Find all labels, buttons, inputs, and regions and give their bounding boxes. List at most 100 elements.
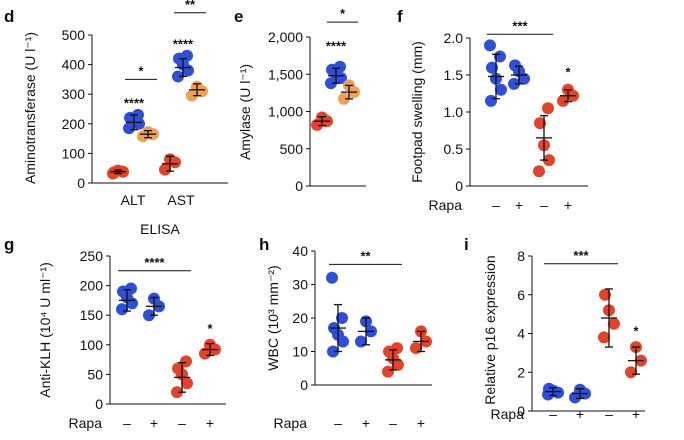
rapa-label: Rapa (274, 415, 308, 431)
x-treatment-label: – (605, 406, 613, 422)
significance-stars: **** (173, 36, 194, 51)
y-tick-label: 20 (292, 310, 308, 326)
y-tick-label: 0 (300, 377, 308, 393)
data-point (608, 317, 620, 330)
significance-stars: ** (360, 248, 371, 263)
data-point (181, 377, 193, 390)
data-point (334, 60, 346, 73)
data-point (199, 347, 211, 360)
significance-stars: ** (185, 0, 196, 12)
x-treatment-label: + (150, 415, 158, 431)
y-tick-label: 1,000 (268, 104, 303, 120)
panel-f: f 0 0.5 1.0 1.5 2.0 Footpad swelling (mm)Rapa –… (397, 7, 588, 213)
y-tick-label: 500 (280, 141, 304, 157)
y-tick-label: 0 (77, 175, 85, 191)
rapa-label: Rapa (69, 415, 103, 431)
y-tick-label: 0 (95, 396, 103, 412)
data-point (172, 362, 184, 375)
y-tick-label: 2,000 (268, 29, 303, 45)
data-point (542, 102, 554, 115)
data-point (325, 77, 337, 90)
y-tick-label: 100 (80, 337, 104, 353)
y-tick-label: 30 (292, 277, 308, 293)
data-point (336, 312, 348, 324)
y-tick-label: 0.5 (444, 141, 464, 157)
data-point (410, 342, 422, 355)
y-axis-label: Aminotransferase (U l⁻¹) (22, 32, 38, 184)
panel-g: g 0 50 100 150 200 250 Anti-KLH (10⁴ U ml⁻¹) ELI… (4, 221, 226, 431)
y-tick-label: 1,500 (268, 66, 303, 82)
y-tick-label: 200 (80, 278, 104, 294)
x-treatment-label: – (123, 415, 131, 431)
data-point (509, 59, 521, 72)
y-tick-label: 0 (517, 403, 525, 419)
x-category-label: ALT (121, 192, 146, 208)
data-point (543, 154, 555, 167)
x-treatment-label: + (576, 406, 584, 422)
data-point (598, 331, 610, 344)
panel-d: d 0 100 200 300 400 500 Aminotransferase (U l⁻¹… (4, 0, 228, 208)
data-point (171, 386, 183, 399)
data-point (495, 83, 507, 96)
data-point (534, 117, 546, 130)
x-treatment-label: – (549, 406, 557, 422)
panel-letter: d (4, 7, 14, 26)
rapa-label: Rapa (429, 197, 463, 213)
y-axis-label: Anti-KLH (10⁴ U ml⁻¹) (37, 262, 53, 398)
panel-letter: e (234, 7, 243, 26)
significance-stars: **** (124, 96, 145, 111)
data-point (180, 355, 192, 368)
y-tick-label: 2 (517, 364, 525, 380)
x-treatment-label: + (632, 406, 640, 422)
data-point (625, 366, 637, 379)
y-tick-label: 500 (62, 27, 86, 43)
x-treatment-label: – (389, 415, 397, 431)
data-point (508, 77, 520, 90)
data-point (125, 282, 137, 295)
y-axis-label: Amylase (U l⁻¹) (237, 64, 253, 160)
significance-stars: *** (573, 248, 589, 263)
data-point (494, 50, 506, 63)
data-point (599, 288, 611, 301)
y-tick-label: 2.0 (444, 30, 464, 46)
panel-letter: i (464, 235, 469, 254)
rapa-label: Rapa (491, 406, 525, 422)
y-tick-label: 0 (295, 178, 303, 194)
panel-letter: h (259, 235, 269, 254)
significance-stars: * (633, 323, 639, 338)
data-point (116, 303, 128, 316)
y-axis-label: Footpad swelling (mm) (409, 41, 425, 183)
data-point (391, 342, 403, 355)
x-treatment-label: – (492, 197, 500, 213)
y-tick-label: 150 (80, 307, 104, 323)
x-treatment-label: + (564, 197, 572, 213)
chart-title: ELISA (140, 221, 180, 237)
x-treatment-label: + (206, 415, 214, 431)
panel-letter: g (4, 235, 14, 254)
x-category-label: AST (167, 192, 195, 208)
y-tick-label: 200 (62, 116, 86, 132)
y-axis-label: WBC (10³ mm⁻²) (265, 265, 281, 370)
y-tick-label: 10 (292, 344, 308, 360)
y-tick-label: 4 (517, 326, 525, 342)
y-tick-label: 1.0 (444, 104, 464, 120)
data-point (186, 89, 198, 102)
y-tick-label: 400 (62, 57, 86, 73)
significance-stars: **** (326, 38, 347, 53)
significance-stars: * (565, 64, 571, 79)
x-treatment-label: – (178, 415, 186, 431)
significance-stars: * (207, 321, 213, 336)
data-point (484, 39, 496, 52)
y-tick-label: 8 (517, 248, 525, 264)
data-point (338, 92, 350, 105)
y-tick-label: 300 (62, 86, 86, 102)
y-tick-label: 50 (87, 366, 103, 382)
x-treatment-label: + (515, 197, 523, 213)
data-point (533, 165, 545, 178)
significance-stars: **** (144, 255, 165, 270)
data-point (327, 345, 339, 358)
data-point (486, 61, 498, 74)
data-point (557, 94, 569, 107)
panel-letter: f (397, 7, 403, 26)
